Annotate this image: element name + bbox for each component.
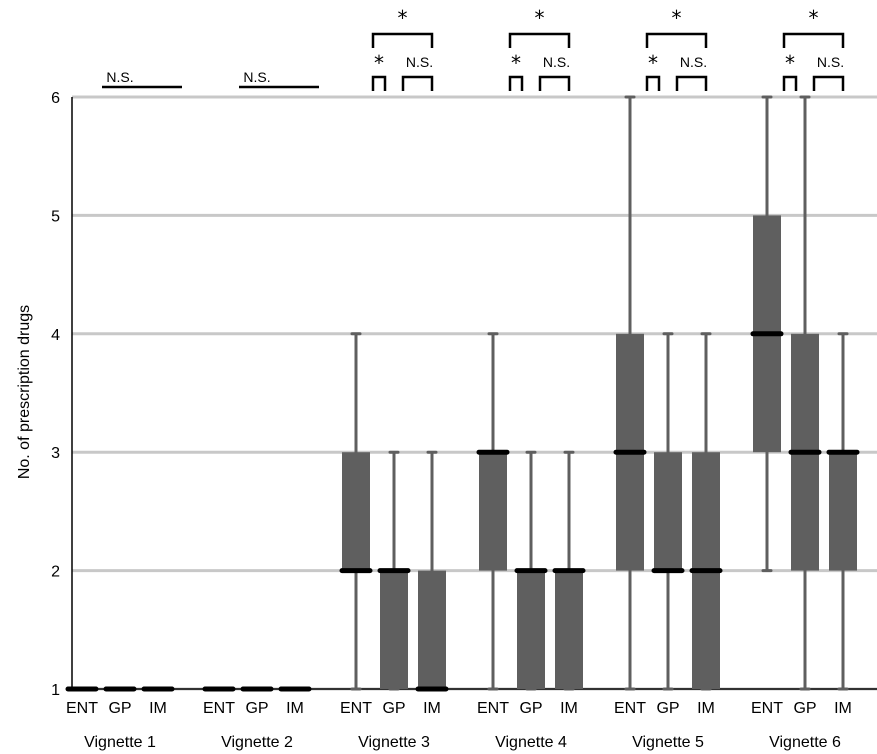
- boxes: [65, 95, 860, 692]
- vignette-6-sig-label-gp-im: N.S.: [817, 54, 844, 70]
- x-tick-label-vignette-5-im: IM: [697, 700, 715, 717]
- group-label-vignette-2: Vignette 2: [221, 734, 293, 751]
- x-tick-label-vignette-1-gp: GP: [108, 700, 131, 717]
- x-tick-label-vignette-4-ent: ENT: [477, 700, 509, 717]
- x-tick-label-vignette-5-gp: GP: [656, 700, 679, 717]
- x-tick-label-vignette-1-ent: ENT: [66, 700, 98, 717]
- x-tick-label-vignette-1-im: IM: [149, 700, 167, 717]
- vignette-6-sig-bracket-ent-gp: [782, 75, 798, 91]
- vignette-4-sig-label-gp-im: N.S.: [543, 54, 570, 70]
- x-tick-label-vignette-3-im: IM: [423, 700, 441, 717]
- vignette-4-sig-label-overall: *: [535, 6, 545, 30]
- vignette-6-sig-bracket-overall: [782, 32, 845, 48]
- x-tick-label-vignette-6-im: IM: [834, 700, 852, 717]
- group-label-vignette-1: Vignette 1: [84, 734, 156, 751]
- vignette-5-sig-bracket-ent-gp: [645, 75, 661, 91]
- x-tick-label-vignette-2-gp: GP: [245, 700, 268, 717]
- group-label-vignette-4: Vignette 4: [495, 734, 567, 751]
- group-label-vignette-5: Vignette 5: [632, 734, 704, 751]
- vignette-4-sig-label-ent-gp: *: [511, 51, 521, 75]
- x-tick-label-vignette-4-im: IM: [560, 700, 578, 717]
- vignette-3-sig-label-overall: *: [398, 6, 408, 30]
- y-axis-label: No. of prescription drugs: [16, 305, 33, 479]
- x-tick-label-vignette-2-im: IM: [286, 700, 304, 717]
- vignette-5-sig-label-gp-im: N.S.: [680, 54, 707, 70]
- vignette-5-sig-bracket-gp-im: [675, 75, 708, 91]
- vignette-3-sig-bracket-gp-im: [401, 75, 434, 91]
- x-tick-label-vignette-6-gp: GP: [793, 700, 816, 717]
- vignette-1-sig-label: N.S.: [106, 69, 133, 85]
- vignette-5-sig-bracket-overall: [645, 32, 708, 48]
- vignette-6-sig-bracket-gp-im: [812, 75, 845, 91]
- vignette-3-sig-label-gp-im: N.S.: [406, 54, 433, 70]
- x-tick-label-vignette-6-ent: ENT: [751, 700, 783, 717]
- x-tick-label-vignette-4-gp: GP: [519, 700, 542, 717]
- vignette-5-gp-box: [654, 452, 682, 571]
- vignette-4-im-box: [555, 570, 583, 689]
- vignette-3-ent-box: [342, 452, 370, 571]
- vignette-4-sig-bracket-gp-im: [538, 75, 571, 91]
- significance-annotations: N.S. N.S. * * N.S. * * N.S. * * N.S. * * N.S.: [102, 6, 845, 91]
- x-axis-labels: ENT GP IM Vignette 1 ENT GP IM Vignette 2 ENT GP I…: [66, 700, 852, 751]
- x-tick-label-vignette-2-ent: ENT: [203, 700, 235, 717]
- y-tick-label-2: 2: [51, 564, 60, 581]
- vignette-3-im-box: [418, 570, 446, 689]
- y-tick-label-3: 3: [51, 445, 60, 462]
- vignette-4-gp-box: [517, 570, 545, 689]
- vignette-3-sig-label-ent-gp: *: [374, 51, 384, 75]
- vignette-5-sig-label-overall: *: [672, 6, 682, 30]
- x-tick-label-vignette-5-ent: ENT: [614, 700, 646, 717]
- y-tick-label-6: 6: [51, 90, 60, 107]
- x-tick-label-vignette-3-gp: GP: [382, 700, 405, 717]
- vignette-5-sig-label-ent-gp: *: [648, 51, 658, 75]
- group-label-vignette-3: Vignette 3: [358, 734, 430, 751]
- vignette-4-sig-bracket-ent-gp: [508, 75, 524, 91]
- vignette-2-sig-label: N.S.: [243, 69, 270, 85]
- y-tick-label-5: 5: [51, 208, 60, 225]
- vignette-6-im-box: [829, 452, 857, 571]
- vignette-3-gp-box: [380, 570, 408, 689]
- vignette-3-sig-bracket-ent-gp: [371, 75, 387, 91]
- x-tick-label-vignette-3-ent: ENT: [340, 700, 372, 717]
- vignette-4-sig-bracket-overall: [508, 32, 571, 48]
- vignette-6-sig-label-overall: *: [809, 6, 819, 30]
- vignette-4-ent-box: [479, 452, 507, 571]
- y-tick-label-4: 4: [51, 327, 60, 344]
- vignette-3-sig-bracket-overall: [371, 32, 434, 48]
- y-tick-label-1: 1: [51, 682, 60, 699]
- vignette-6-sig-label-ent-gp: *: [785, 51, 795, 75]
- group-label-vignette-6: Vignette 6: [769, 734, 841, 751]
